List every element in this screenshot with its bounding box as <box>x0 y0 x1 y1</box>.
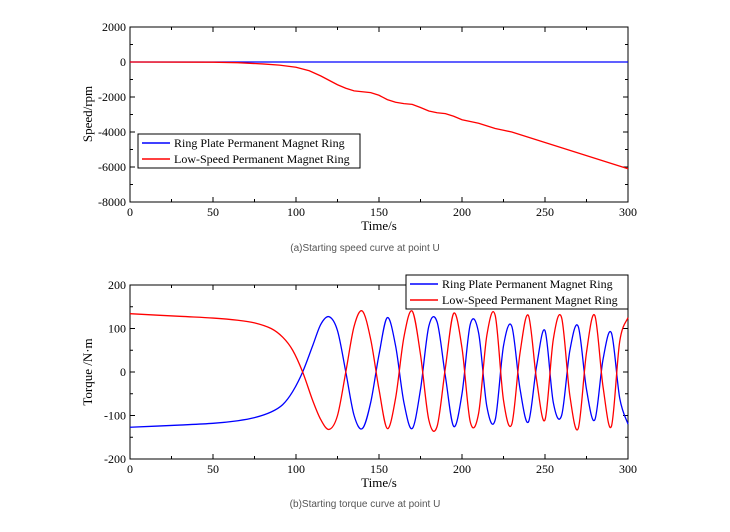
legend-label: Low-Speed Permanent Magnet Ring <box>442 293 618 307</box>
axis-ticks: 0 50 100 150 200 250 300 -8000 -6000 -4000 -2000 0 2… <box>98 20 637 219</box>
x-tick-label: 150 <box>370 462 388 476</box>
series-line-ring-plate <box>129 315 629 430</box>
series-line-low-speed <box>129 61 629 170</box>
legend: Ring Plate Permanent Magnet Ring Low-Spee… <box>405 274 629 310</box>
x-tick-label: 50 <box>207 205 219 219</box>
torque-chart: 0 50 100 150 200 250 300 -200 -100 0 100 200 Time/s… <box>80 274 637 510</box>
x-tick-label: 50 <box>207 462 219 476</box>
y-tick-label: 200 <box>108 278 126 292</box>
y-tick-label: -8000 <box>98 195 126 209</box>
axis-ticks: 0 50 100 150 200 250 300 -200 -100 0 100 200 <box>104 278 637 476</box>
x-axis-title: Time/s <box>361 475 397 490</box>
caption: (a)Starting speed curve at point U <box>290 243 440 254</box>
x-tick-label: 250 <box>536 205 554 219</box>
x-tick-label: 0 <box>127 462 133 476</box>
series-lines <box>129 61 629 170</box>
legend-label: Ring Plate Permanent Magnet Ring <box>174 136 345 150</box>
series-line-low-speed <box>129 310 629 432</box>
plot-area-frame <box>129 284 629 460</box>
y-tick-label: -2000 <box>98 90 126 104</box>
speed-chart: 0 50 100 150 200 250 300 -8000 -6000 -4000 -2000 0 2… <box>80 20 637 254</box>
legend-box <box>405 274 629 310</box>
x-tick-label: 250 <box>536 462 554 476</box>
y-tick-label: -6000 <box>98 160 126 174</box>
y-tick-label: -4000 <box>98 125 126 139</box>
y-tick-label: 0 <box>120 365 126 379</box>
x-tick-label: 200 <box>453 205 471 219</box>
x-tick-label: 300 <box>619 205 637 219</box>
y-tick-label: -100 <box>104 409 126 423</box>
y-tick-label: -200 <box>104 452 126 466</box>
x-tick-label: 100 <box>287 462 305 476</box>
plot-area-frame <box>129 26 629 203</box>
x-tick-label: 200 <box>453 462 471 476</box>
legend-box <box>137 133 361 169</box>
y-tick-label: 2000 <box>102 20 126 34</box>
y-axis-title: Speed/rpm <box>80 86 95 142</box>
series-lines <box>129 310 629 432</box>
y-axis-title: Torque /N·m <box>80 338 95 405</box>
x-tick-label: 0 <box>127 205 133 219</box>
x-axis-title: Time/s <box>361 218 397 233</box>
y-tick-label: 100 <box>108 322 126 336</box>
y-tick-label: 0 <box>120 55 126 69</box>
x-tick-label: 150 <box>370 205 388 219</box>
x-tick-label: 300 <box>619 462 637 476</box>
x-tick-label: 100 <box>287 205 305 219</box>
legend-label: Low-Speed Permanent Magnet Ring <box>174 152 350 166</box>
legend-label: Ring Plate Permanent Magnet Ring <box>442 277 613 291</box>
caption: (b)Starting torque curve at point U <box>290 499 441 510</box>
legend: Ring Plate Permanent Magnet Ring Low-Spee… <box>137 133 361 169</box>
